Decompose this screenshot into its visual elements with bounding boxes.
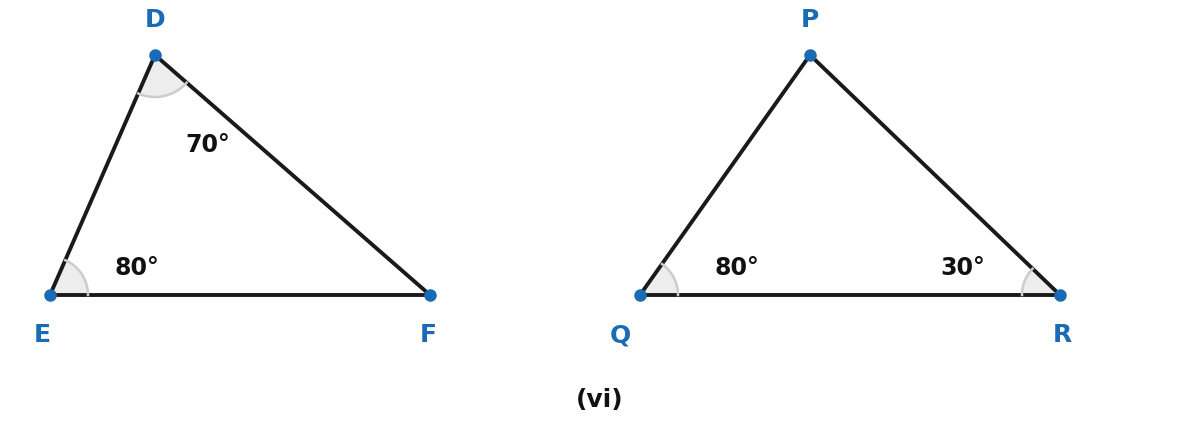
Text: E: E — [34, 323, 50, 347]
Polygon shape — [138, 55, 187, 97]
Text: 80°: 80° — [715, 256, 760, 280]
Text: R: R — [1052, 323, 1072, 347]
Text: 30°: 30° — [940, 256, 985, 280]
Text: F: F — [420, 323, 437, 347]
Text: Q: Q — [610, 323, 631, 347]
Text: P: P — [800, 8, 820, 32]
Text: (vi): (vi) — [576, 388, 624, 412]
Polygon shape — [50, 260, 88, 295]
Text: 70°: 70° — [185, 133, 230, 157]
Polygon shape — [1022, 268, 1060, 295]
Text: 80°: 80° — [115, 256, 160, 280]
Text: D: D — [145, 8, 166, 32]
Polygon shape — [640, 264, 678, 295]
